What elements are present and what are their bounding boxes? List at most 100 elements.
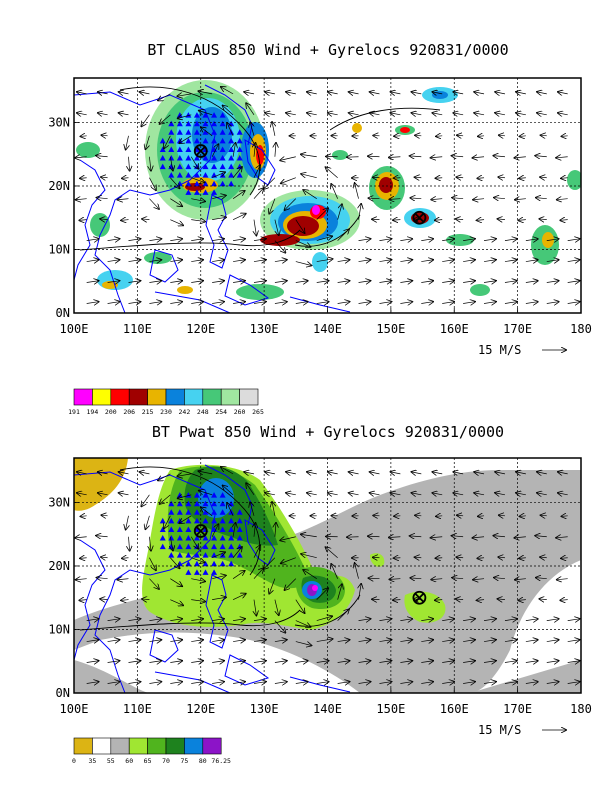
triangle-marker bbox=[202, 163, 209, 170]
wind-vector bbox=[191, 640, 203, 642]
wind-vector bbox=[473, 157, 485, 158]
triangle-marker bbox=[176, 509, 183, 515]
wind-vector bbox=[379, 302, 391, 304]
triangle-marker bbox=[185, 129, 192, 135]
triangle-marker bbox=[202, 189, 209, 195]
wind-vector bbox=[170, 682, 182, 684]
wind-vector bbox=[567, 682, 580, 684]
wind-vector bbox=[128, 281, 141, 283]
wind-vector bbox=[107, 640, 120, 642]
wind-vector bbox=[379, 661, 391, 663]
wind-vector bbox=[358, 281, 371, 283]
wind-vector bbox=[244, 92, 255, 94]
wind-vector bbox=[223, 106, 234, 116]
wind-vector bbox=[107, 619, 120, 621]
wind-vector bbox=[212, 239, 224, 241]
wind-vector bbox=[400, 260, 412, 262]
triangle-marker bbox=[236, 146, 243, 152]
wind-vector bbox=[233, 302, 245, 304]
colorbar-swatch bbox=[92, 388, 112, 406]
wind-vector bbox=[316, 302, 329, 304]
wind-vector bbox=[316, 661, 329, 663]
triangle-marker bbox=[228, 172, 235, 178]
wind-vector bbox=[337, 302, 350, 304]
triangle-marker bbox=[228, 535, 235, 541]
wind-vector bbox=[170, 239, 182, 241]
x-tick-label: 160E bbox=[440, 702, 469, 716]
wind-vector bbox=[541, 515, 547, 516]
triangle-marker bbox=[211, 112, 218, 118]
x-tick-label: 150E bbox=[376, 322, 405, 336]
triangle-marker bbox=[228, 526, 235, 532]
wind-vector bbox=[101, 135, 108, 136]
wind-vector bbox=[432, 92, 443, 94]
wind-vector bbox=[558, 92, 568, 94]
wind-vector bbox=[164, 515, 171, 529]
wind-vector bbox=[295, 281, 308, 283]
wind-vector bbox=[80, 558, 87, 559]
wind-vector bbox=[536, 578, 547, 579]
triangle-marker bbox=[176, 129, 183, 135]
wind-vector bbox=[119, 113, 129, 115]
triangle-marker bbox=[176, 543, 183, 550]
colorbar-swatch bbox=[165, 388, 185, 406]
wind-vector bbox=[541, 135, 547, 136]
triangle-marker bbox=[168, 552, 175, 558]
wind-vector bbox=[274, 219, 279, 236]
triangle-marker bbox=[168, 120, 175, 127]
wind-vector bbox=[537, 493, 547, 495]
wind-vector bbox=[190, 536, 198, 549]
wind-vector bbox=[149, 302, 161, 304]
wind-vector bbox=[453, 92, 464, 94]
triangle-marker bbox=[193, 500, 200, 507]
wind-vector bbox=[389, 579, 401, 580]
wind-vector bbox=[520, 516, 526, 517]
wind-vector bbox=[400, 239, 412, 241]
wind-vector bbox=[107, 260, 120, 262]
wind-vector bbox=[536, 198, 547, 199]
colorbar-label: 200 bbox=[105, 408, 117, 416]
wind-vector bbox=[557, 579, 568, 580]
wind-vector bbox=[556, 537, 568, 538]
colorbar-swatch bbox=[128, 388, 148, 406]
wind-vector bbox=[232, 594, 246, 600]
wind-vector bbox=[149, 198, 159, 209]
wind-vector bbox=[140, 92, 150, 94]
wind-vector bbox=[170, 640, 182, 642]
wind-vector bbox=[128, 260, 141, 262]
triangle-marker bbox=[185, 189, 192, 195]
wind-vector bbox=[177, 94, 192, 96]
wind-vector bbox=[223, 486, 234, 496]
wind-vector bbox=[410, 578, 422, 579]
wind-vector bbox=[379, 682, 391, 684]
wind-vector bbox=[410, 156, 422, 157]
colorbar-label: 260 bbox=[234, 408, 246, 416]
wind-vector bbox=[473, 537, 485, 538]
triangle-marker bbox=[236, 155, 243, 161]
wind-vector bbox=[254, 599, 256, 616]
wind-vector bbox=[421, 239, 433, 241]
wind-vector bbox=[79, 220, 87, 221]
wind-vector bbox=[254, 219, 256, 236]
wind-vector bbox=[128, 640, 141, 642]
x-tick-label: 130E bbox=[250, 322, 279, 336]
wind-vector bbox=[149, 177, 155, 190]
wind-vector bbox=[558, 493, 568, 495]
wind-vector bbox=[391, 472, 401, 474]
wind-vector bbox=[212, 302, 224, 304]
wind-vector bbox=[170, 281, 182, 283]
wind-vector bbox=[316, 616, 332, 621]
wind-vector bbox=[77, 113, 87, 115]
wind-vector bbox=[516, 493, 526, 495]
wind-vector bbox=[227, 123, 234, 136]
triangle-marker bbox=[185, 560, 192, 567]
wind-vector bbox=[546, 302, 559, 304]
triangle-marker bbox=[193, 129, 200, 135]
wind-vector bbox=[233, 239, 245, 241]
wind-vector bbox=[504, 302, 517, 304]
wind-vector bbox=[411, 472, 422, 474]
triangle-marker bbox=[185, 146, 192, 152]
reference-vector: 15 M/S bbox=[478, 723, 566, 737]
wind-vector bbox=[253, 545, 260, 558]
triangle-marker bbox=[228, 180, 235, 187]
